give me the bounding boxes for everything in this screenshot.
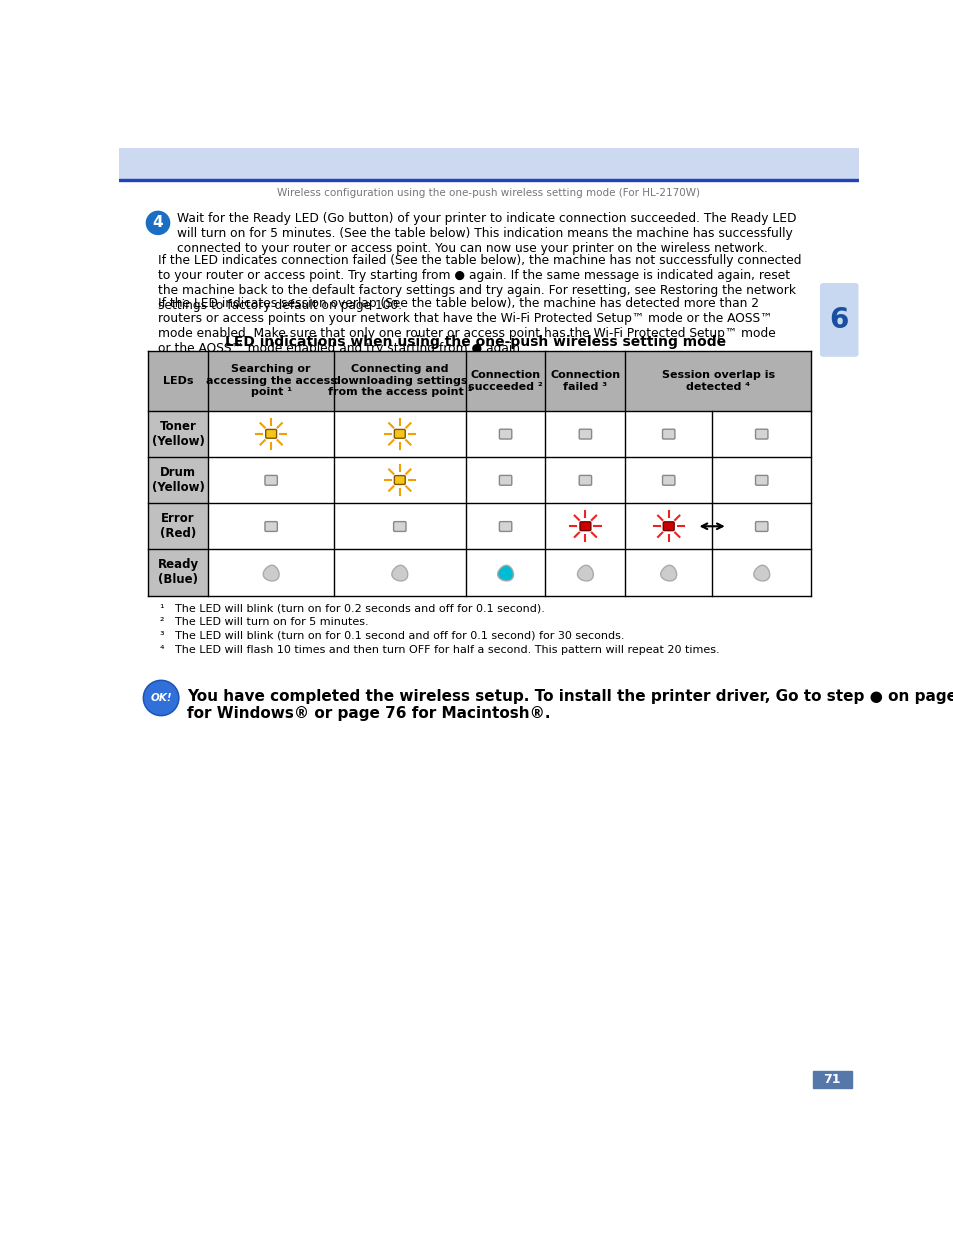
FancyBboxPatch shape <box>265 475 277 485</box>
Text: Connecting and
downloading settings
from the access point ¹: Connecting and downloading settings from… <box>327 364 472 398</box>
Text: 71: 71 <box>822 1073 841 1086</box>
Bar <box>148 351 810 411</box>
Bar <box>119 148 858 179</box>
Bar <box>148 503 208 550</box>
Text: ³   The LED will blink (turn on for 0.1 second and off for 0.1 second) for 30 se: ³ The LED will blink (turn on for 0.1 se… <box>159 631 623 641</box>
FancyBboxPatch shape <box>579 522 590 531</box>
FancyBboxPatch shape <box>755 521 767 531</box>
Text: ²   The LED will turn on for 5 minutes.: ² The LED will turn on for 5 minutes. <box>159 618 368 627</box>
Bar <box>812 1071 851 1088</box>
Text: Connection
succeeded ²: Connection succeeded ² <box>468 370 542 391</box>
FancyBboxPatch shape <box>661 475 674 485</box>
Text: Ready
(Blue): Ready (Blue) <box>157 558 198 587</box>
FancyBboxPatch shape <box>578 430 591 438</box>
Text: LED indications when using the one-push wireless setting mode: LED indications when using the one-push … <box>225 335 725 348</box>
FancyBboxPatch shape <box>661 430 674 438</box>
FancyBboxPatch shape <box>498 521 511 531</box>
FancyBboxPatch shape <box>755 475 767 485</box>
Bar <box>148 457 208 503</box>
Text: 4: 4 <box>152 215 163 231</box>
FancyBboxPatch shape <box>394 430 405 438</box>
Polygon shape <box>263 566 279 580</box>
Text: Wait for the Ready LED (Go button) of your printer to indicate connection succee: Wait for the Ready LED (Go button) of yo… <box>177 212 796 256</box>
Polygon shape <box>753 566 769 580</box>
Polygon shape <box>392 566 407 580</box>
FancyBboxPatch shape <box>266 430 276 438</box>
FancyBboxPatch shape <box>498 475 511 485</box>
FancyBboxPatch shape <box>820 284 857 356</box>
FancyBboxPatch shape <box>394 521 406 531</box>
Polygon shape <box>577 566 593 580</box>
FancyBboxPatch shape <box>498 430 511 438</box>
Text: Drum
(Yellow): Drum (Yellow) <box>152 466 204 494</box>
FancyBboxPatch shape <box>755 430 767 438</box>
Text: Session overlap is
detected ⁴: Session overlap is detected ⁴ <box>661 370 774 391</box>
Bar <box>148 411 208 457</box>
FancyBboxPatch shape <box>394 475 405 484</box>
Text: ¹   The LED will blink (turn on for 0.2 seconds and off for 0.1 second).: ¹ The LED will blink (turn on for 0.2 se… <box>159 603 544 614</box>
Circle shape <box>146 211 170 235</box>
Text: ⁴   The LED will flash 10 times and then turn OFF for half a second. This patter: ⁴ The LED will flash 10 times and then t… <box>159 645 719 655</box>
Text: You have completed the wireless setup. To install the printer driver, Go to step: You have completed the wireless setup. T… <box>187 689 953 721</box>
Text: If the LED indicates session overlap (See the table below), the machine has dete: If the LED indicates session overlap (Se… <box>158 296 775 354</box>
Text: Wireless configuration using the one-push wireless setting mode (For HL-2170W): Wireless configuration using the one-pus… <box>277 188 700 199</box>
Polygon shape <box>497 566 513 580</box>
Text: Toner
(Yellow): Toner (Yellow) <box>152 420 204 448</box>
Circle shape <box>145 682 177 714</box>
Text: Searching or
accessing the access
point ¹: Searching or accessing the access point … <box>206 364 336 398</box>
Bar <box>119 179 858 182</box>
Text: 6: 6 <box>829 306 848 333</box>
Circle shape <box>143 680 179 716</box>
FancyBboxPatch shape <box>662 522 674 531</box>
Text: Connection
failed ³: Connection failed ³ <box>550 370 619 391</box>
FancyBboxPatch shape <box>265 521 277 531</box>
Text: LEDs: LEDs <box>163 375 193 385</box>
Text: OK!: OK! <box>151 693 172 703</box>
Text: Error
(Red): Error (Red) <box>160 513 196 540</box>
Bar <box>148 550 208 595</box>
FancyBboxPatch shape <box>578 475 591 485</box>
Polygon shape <box>660 566 676 580</box>
Text: If the LED indicates connection failed (See the table below), the machine has no: If the LED indicates connection failed (… <box>158 253 801 311</box>
